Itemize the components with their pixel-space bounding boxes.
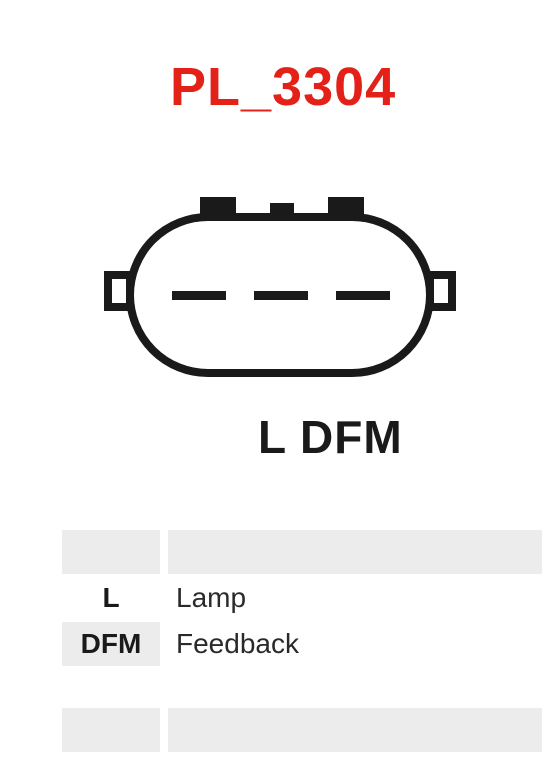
legend-key: L xyxy=(62,576,160,620)
pin-labels: L DFM xyxy=(258,410,403,464)
table-row: DFM Feedback xyxy=(62,622,542,666)
pin-slot-3 xyxy=(336,291,390,300)
table-header-key xyxy=(62,530,160,574)
table-header-value xyxy=(168,530,542,574)
legend-value: Feedback xyxy=(168,622,542,666)
table-footer-value xyxy=(168,708,542,752)
table-gap xyxy=(62,668,542,708)
table-header-row xyxy=(62,530,542,574)
table-row: L Lamp xyxy=(62,576,542,620)
pin-slot-1 xyxy=(172,291,226,300)
pin-slot-2 xyxy=(254,291,308,300)
legend-table: L Lamp DFM Feedback xyxy=(62,530,542,754)
connector-diagram xyxy=(60,175,500,405)
table-footer-key xyxy=(62,708,160,752)
legend-key: DFM xyxy=(62,622,160,666)
connector-tab-2 xyxy=(270,203,294,221)
legend-value: Lamp xyxy=(168,576,542,620)
part-number-title: PL_3304 xyxy=(170,56,396,118)
connector-tab-1 xyxy=(200,197,236,221)
connector-tab-3 xyxy=(328,197,364,221)
table-footer-row xyxy=(62,708,542,752)
